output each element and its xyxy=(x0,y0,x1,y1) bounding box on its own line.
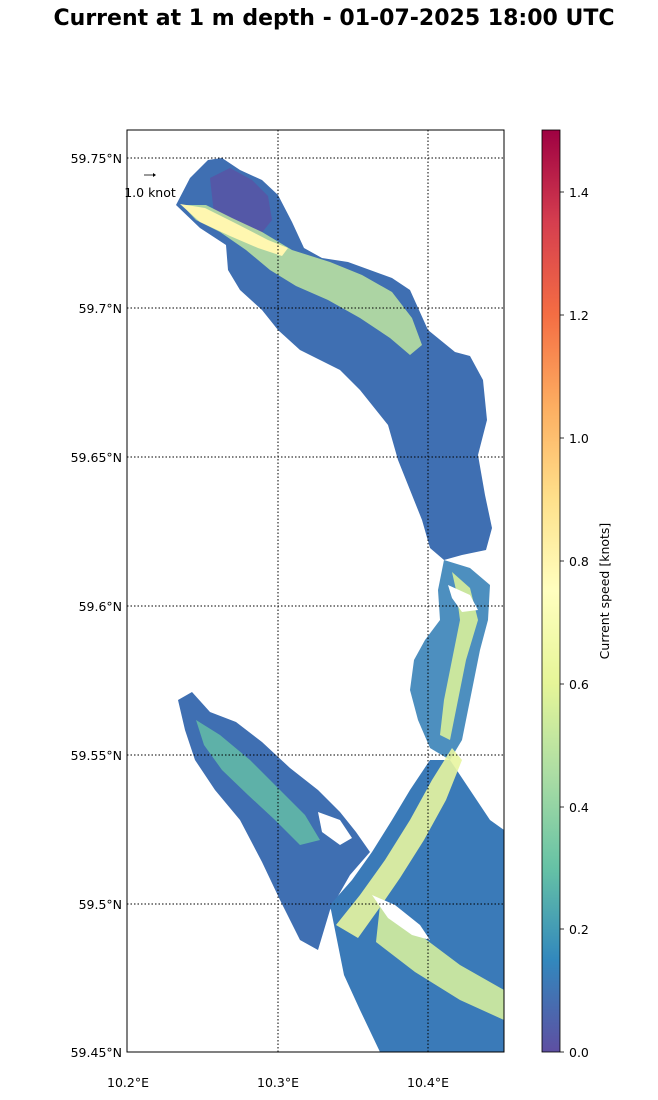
island-1 xyxy=(318,812,352,845)
island-3 xyxy=(448,585,478,612)
lat-tick-label: 59.75°N xyxy=(71,151,122,166)
current-field xyxy=(176,158,504,1052)
colorbar-tick-label: 1.0 xyxy=(569,431,589,446)
colorbar xyxy=(541,129,561,1053)
lat-tick-label: 59.6°N xyxy=(79,599,122,614)
fast-current-southeast xyxy=(376,905,504,1020)
colorbar-tick-label: 0.8 xyxy=(569,554,589,569)
fast-current-north-core xyxy=(180,204,288,256)
reference-arrow-label: 1.0 knot xyxy=(124,185,176,200)
figure-title: Current at 1 m depth - 01-07-2025 18:00 … xyxy=(53,6,615,31)
colorbar-tick-labels: 0.0 0.2 0.4 0.6 0.8 1.0 1.2 1.4 xyxy=(569,185,589,1060)
lon-tick-label: 10.2°E xyxy=(107,1075,149,1090)
fast-current-southwest xyxy=(196,720,320,845)
map-frame xyxy=(126,129,505,1053)
lon-tick-label: 10.4°E xyxy=(407,1075,449,1090)
colorbar-tick-label: 1.4 xyxy=(569,185,589,200)
fast-current-south xyxy=(336,748,462,938)
lat-tick-label: 59.55°N xyxy=(71,748,122,763)
reference-arrow xyxy=(144,173,156,177)
colorbar-tick-label: 0.6 xyxy=(569,677,589,692)
colorbar-tick-label: 0.0 xyxy=(569,1045,589,1060)
colorbar-label: Current speed [knots] xyxy=(597,523,612,660)
lon-tick-label: 10.3°E xyxy=(257,1075,299,1090)
colorbar-tick-label: 0.4 xyxy=(569,800,589,815)
island-2 xyxy=(372,895,430,940)
colorbar-tick-label: 1.2 xyxy=(569,308,589,323)
fjord-water-north xyxy=(176,158,492,560)
fast-current-north xyxy=(182,205,422,355)
colorbar-ticks xyxy=(560,191,564,1053)
lat-tick-label: 59.5°N xyxy=(79,897,122,912)
lat-tick-label: 59.45°N xyxy=(71,1045,122,1060)
lon-tick-labels: 10.2°E 10.3°E 10.4°E xyxy=(107,1075,449,1090)
fast-current-narrows xyxy=(440,572,478,740)
lat-tick-label: 59.7°N xyxy=(79,301,122,316)
lat-tick-labels: 59.75°N 59.7°N 59.65°N 59.6°N 59.55°N 59… xyxy=(71,151,122,1060)
colorbar-tick-label: 0.2 xyxy=(569,922,589,937)
lat-tick-label: 59.65°N xyxy=(71,450,122,465)
